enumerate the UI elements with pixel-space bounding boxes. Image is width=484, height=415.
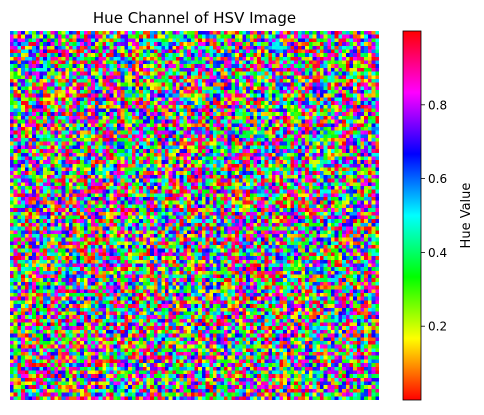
chart-title: Hue Channel of HSV Image	[93, 9, 296, 27]
colorbar-tick-label: 0.4	[428, 246, 447, 260]
colorbar-tick-label: 0.6	[428, 172, 447, 186]
colorbar-gradient	[402, 30, 422, 401]
colorbar: 0.2 0.4 0.6 0.8 Hue Value	[402, 30, 474, 401]
colorbar-ticks: 0.2 0.4 0.6 0.8	[421, 98, 447, 334]
heatmap-cells	[10, 31, 379, 400]
heatmap-grid	[10, 31, 379, 400]
colorbar-label: Hue Value	[459, 183, 474, 249]
colorbar-tick-label: 0.8	[428, 98, 447, 112]
colorbar-tick-label: 0.2	[428, 320, 447, 334]
